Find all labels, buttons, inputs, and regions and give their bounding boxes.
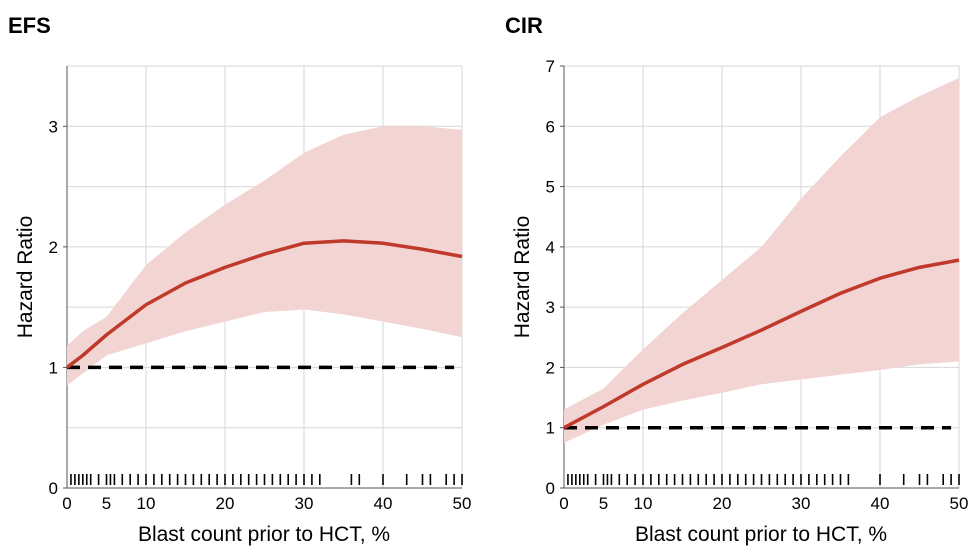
cir-y-tick-label: 7 [546, 57, 555, 76]
efs-x-tick-label: 50 [453, 494, 472, 513]
cir-x-tick-label: 5 [599, 494, 608, 513]
cir-y-tick-label: 3 [546, 298, 555, 317]
efs-x-tick-label: 40 [374, 494, 393, 513]
cir-panel: CIR Blast count prior to HCT, % Hazard R… [505, 13, 968, 546]
cir-x-tick-label: 10 [634, 494, 653, 513]
cir-plot-area: 0 1 2 3 4 5 6 7 0 5 10 20 30 40 50 [546, 57, 969, 513]
efs-y-tick-label: 1 [49, 358, 58, 377]
cir-y-axis-label: Hazard Ratio [511, 216, 534, 339]
cir-y-tick-label: 6 [546, 117, 555, 136]
cir-x-tick-label: 20 [713, 494, 732, 513]
efs-x-tick-label: 30 [295, 494, 314, 513]
cir-title: CIR [505, 13, 543, 38]
cir-y-tick-label: 0 [546, 479, 555, 498]
efs-panel: EFS Blast count prior to HCT, % Hazard R… [8, 13, 471, 546]
efs-x-tick-label: 10 [137, 494, 156, 513]
efs-y-tick-label: 3 [49, 117, 58, 136]
cir-confidence-band [564, 78, 959, 443]
cir-x-tick-label: 50 [950, 494, 969, 513]
cir-y-tick-label: 4 [546, 238, 555, 257]
cir-x-tick-label: 40 [871, 494, 890, 513]
cir-y-tick-label: 5 [546, 178, 555, 197]
efs-y-tick-label: 0 [49, 479, 58, 498]
cir-x-axis-label: Blast count prior to HCT, % [635, 523, 887, 546]
efs-title: EFS [8, 13, 51, 38]
efs-y-tick-label: 2 [49, 238, 58, 257]
efs-x-axis-label: Blast count prior to HCT, % [138, 523, 390, 546]
efs-x-tick-label: 0 [62, 494, 71, 513]
cir-x-tick-label: 30 [792, 494, 811, 513]
cir-y-tick-label: 2 [546, 358, 555, 377]
cir-hazard-ratio-line [563, 258, 960, 430]
efs-x-tick-label: 5 [102, 494, 111, 513]
cir-y-tick-label: 1 [546, 419, 555, 438]
efs-y-axis-label: Hazard Ratio [14, 216, 37, 339]
efs-x-tick-label: 20 [216, 494, 235, 513]
cir-x-tick-label: 0 [559, 494, 568, 513]
efs-hazard-ratio-line [65, 239, 463, 369]
